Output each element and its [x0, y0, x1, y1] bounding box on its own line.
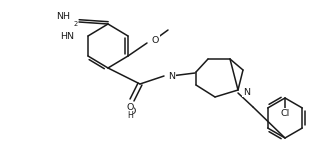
Text: HN: HN — [60, 32, 74, 40]
Text: NH: NH — [56, 12, 70, 20]
Text: O: O — [128, 107, 136, 116]
Text: H: H — [127, 112, 133, 120]
Text: N: N — [243, 88, 250, 96]
Text: 2: 2 — [74, 21, 78, 27]
Text: O: O — [152, 36, 159, 44]
Text: Cl: Cl — [280, 108, 290, 117]
Text: O: O — [126, 104, 134, 112]
Text: N: N — [168, 72, 175, 80]
